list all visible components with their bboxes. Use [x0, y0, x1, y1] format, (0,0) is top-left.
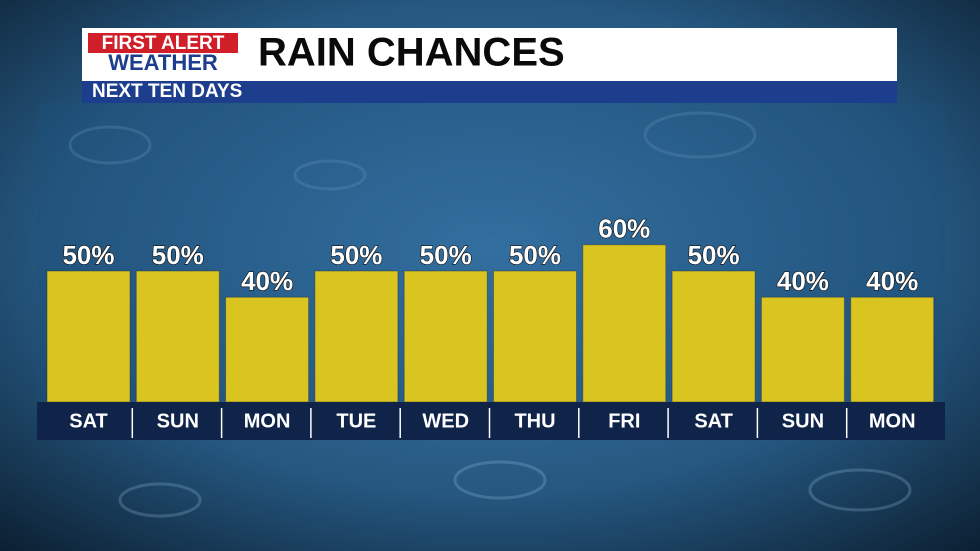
value-label: 50%	[62, 240, 114, 270]
x-tick-label: SAT	[69, 410, 108, 432]
value-label: 40%	[777, 266, 829, 296]
x-tick-label: MON	[869, 410, 916, 432]
x-tick-label: THU	[514, 410, 555, 432]
category-strip	[37, 402, 945, 440]
subtitle-bar	[82, 81, 897, 103]
value-label: 40%	[241, 266, 293, 296]
bar	[403, 270, 488, 403]
chart-title: RAIN CHANCES	[258, 31, 565, 75]
value-label: 50%	[509, 240, 561, 270]
bar	[135, 270, 220, 403]
x-tick-label: TUE	[336, 410, 376, 432]
brand-line2: WEATHER	[108, 50, 218, 75]
x-tick-label: WED	[422, 410, 469, 432]
value-label: 50%	[688, 240, 740, 270]
bar	[314, 270, 399, 403]
bar	[493, 270, 577, 403]
value-label: 40%	[866, 266, 918, 296]
value-label: 50%	[420, 240, 472, 270]
x-tick-label: SAT	[694, 410, 733, 432]
rain-ripples	[68, 111, 912, 518]
brand-line1: FIRST ALERT	[102, 33, 225, 54]
bar	[760, 296, 845, 403]
value-label: 50%	[152, 240, 204, 270]
bar	[225, 296, 310, 403]
bar	[46, 270, 131, 403]
value-label: 60%	[598, 214, 650, 244]
brand-red	[88, 33, 238, 53]
x-tick-label: FRI	[608, 410, 640, 432]
x-tick-label: SUN	[782, 410, 824, 432]
bar	[850, 296, 935, 403]
bar	[671, 270, 756, 403]
bar	[582, 244, 667, 403]
x-tick-label: SUN	[157, 410, 199, 432]
chart-subtitle: NEXT TEN DAYS	[92, 81, 242, 102]
x-tick-label: MON	[244, 410, 291, 432]
value-label: 50%	[330, 240, 382, 270]
